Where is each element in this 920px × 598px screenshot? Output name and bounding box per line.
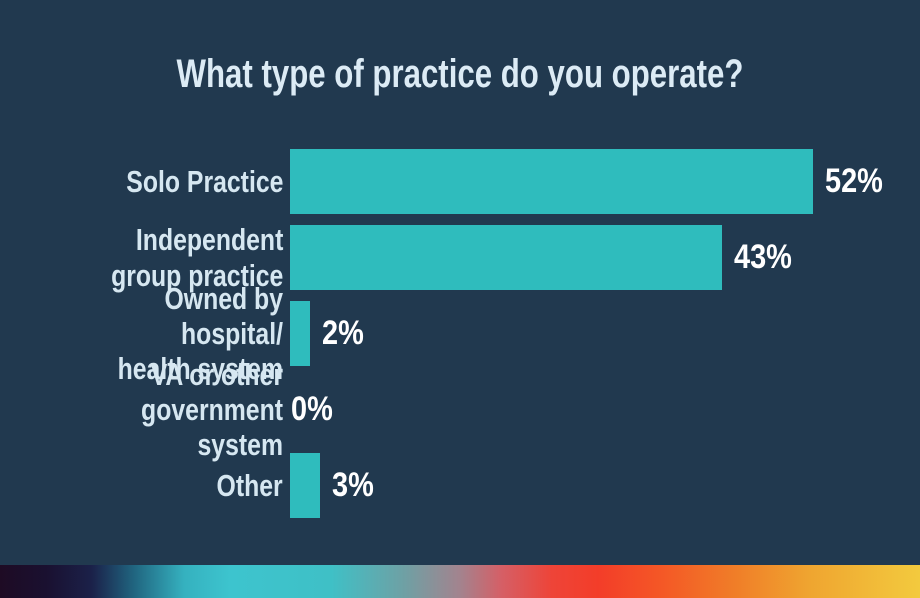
category-label-other: Other: [216, 467, 283, 503]
value-label-independent-group: 43%: [734, 238, 792, 276]
category-label-hospital-owned: Owned by hospital/ health system: [117, 280, 283, 387]
category-label-solo-practice: Solo Practice: [125, 163, 283, 199]
bar-hospital-owned: [290, 301, 310, 366]
chart-title: What type of practice do you operate?: [176, 52, 744, 96]
value-label-hospital-owned: 2%: [322, 314, 364, 352]
category-label-independent-group: Independent group practice: [110, 222, 283, 293]
bar-solo-practice: [290, 149, 813, 214]
chart-row: Owned by hospital/ health system 2%: [0, 281, 920, 386]
bar-chart: Solo Practice 52% Independent group prac…: [0, 149, 920, 529]
category-label-va-government: VA or other government system: [141, 356, 283, 463]
value-label-solo-practice: 52%: [825, 162, 883, 200]
gradient-strip: [0, 565, 920, 598]
value-label-other: 3%: [332, 466, 374, 504]
chart-row: Independent group practice 43%: [0, 222, 920, 293]
chart-row: VA or other government system 0%: [0, 357, 920, 462]
bar-independent-group: [290, 225, 722, 290]
bar-other: [290, 453, 320, 518]
chart-row: Solo Practice 52%: [0, 149, 920, 214]
chart-row: Other 3%: [0, 453, 920, 518]
value-label-va-government: 0%: [291, 390, 333, 428]
